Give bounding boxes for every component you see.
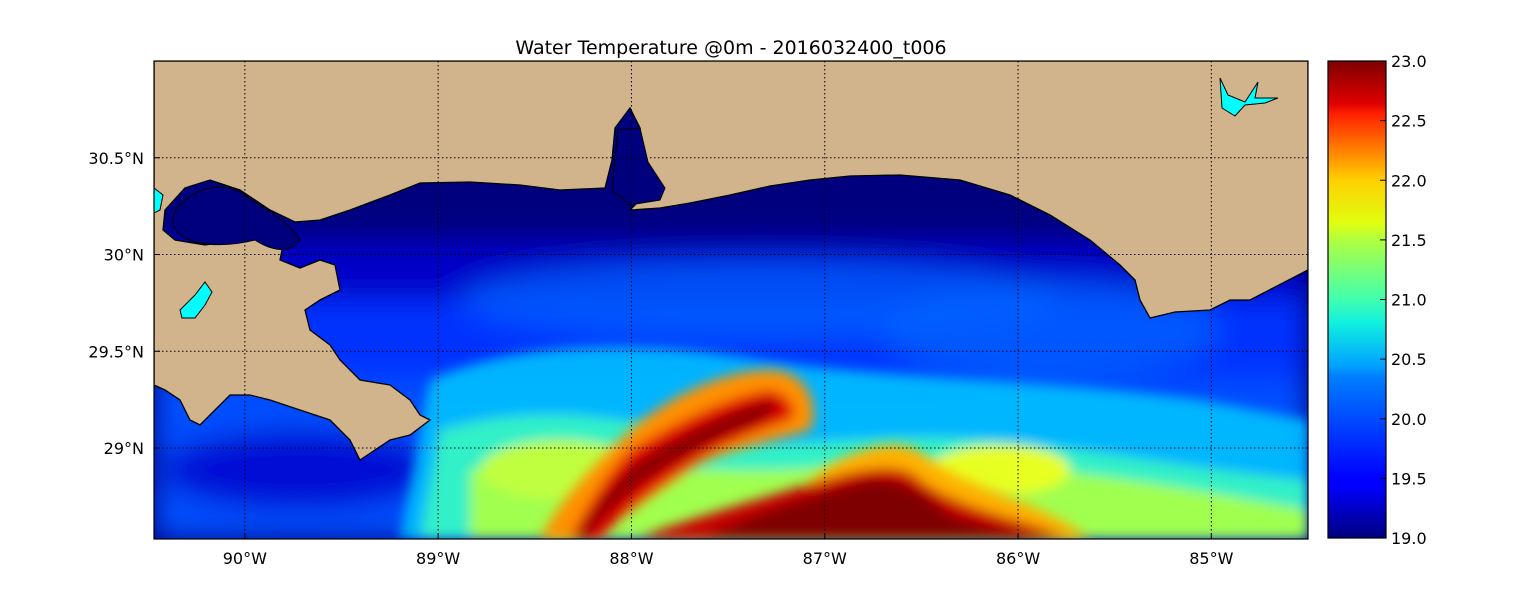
- y-axis: 29°N 29.5°N 30°N 30.5°N: [88, 149, 160, 458]
- lake: [179, 281, 213, 319]
- colorbar-tick-label: 21.0: [1391, 291, 1427, 310]
- grid-lines: [154, 61, 1308, 539]
- x-tick-label: 90°W: [223, 549, 267, 568]
- x-tick-label: 88°W: [609, 549, 653, 568]
- y-tick-label: 29°N: [104, 439, 144, 458]
- x-axis: 90°W 89°W 88°W 87°W 86°W 85°W: [223, 533, 1234, 568]
- colorbar-tick-label: 19.5: [1391, 469, 1427, 488]
- land-areas: [154, 61, 1308, 461]
- plot-frame: [153, 60, 1309, 540]
- colorbar-gradient: [1328, 61, 1386, 538]
- y-tick-label: 30°N: [104, 246, 144, 265]
- colorbar-tick-label: 19.0: [1391, 529, 1427, 548]
- bay-water: [611, 127, 666, 206]
- x-tick-label: 85°W: [1189, 549, 1233, 568]
- colorbar-tick-label: 22.0: [1391, 171, 1427, 190]
- colorbar-tick-label: 20.5: [1391, 350, 1427, 369]
- field-warm: [540, 370, 1090, 539]
- lake: [154, 187, 164, 214]
- bay-water: [172, 186, 301, 250]
- colorbar-tick-label: 23.0: [1391, 52, 1427, 71]
- colorbar-tick-label: 22.5: [1391, 112, 1427, 131]
- x-tick-label: 87°W: [803, 549, 847, 568]
- lake: [1219, 77, 1279, 117]
- chart-title: Water Temperature @0m - 2016032400_t006: [515, 37, 946, 59]
- colorbar-tick-label: 20.0: [1391, 410, 1427, 429]
- colorbar-tick-label: 21.5: [1391, 231, 1427, 250]
- colorbar: 19.0 19.5 20.0 20.5 21.0 21.5 22.0 22.5 23.0: [1327, 52, 1427, 548]
- x-tick-label: 89°W: [416, 549, 460, 568]
- land-mass: [154, 61, 1308, 461]
- y-tick-label: 29.5°N: [88, 342, 144, 361]
- y-tick-label: 30.5°N: [88, 149, 144, 168]
- x-tick-label: 86°W: [996, 549, 1040, 568]
